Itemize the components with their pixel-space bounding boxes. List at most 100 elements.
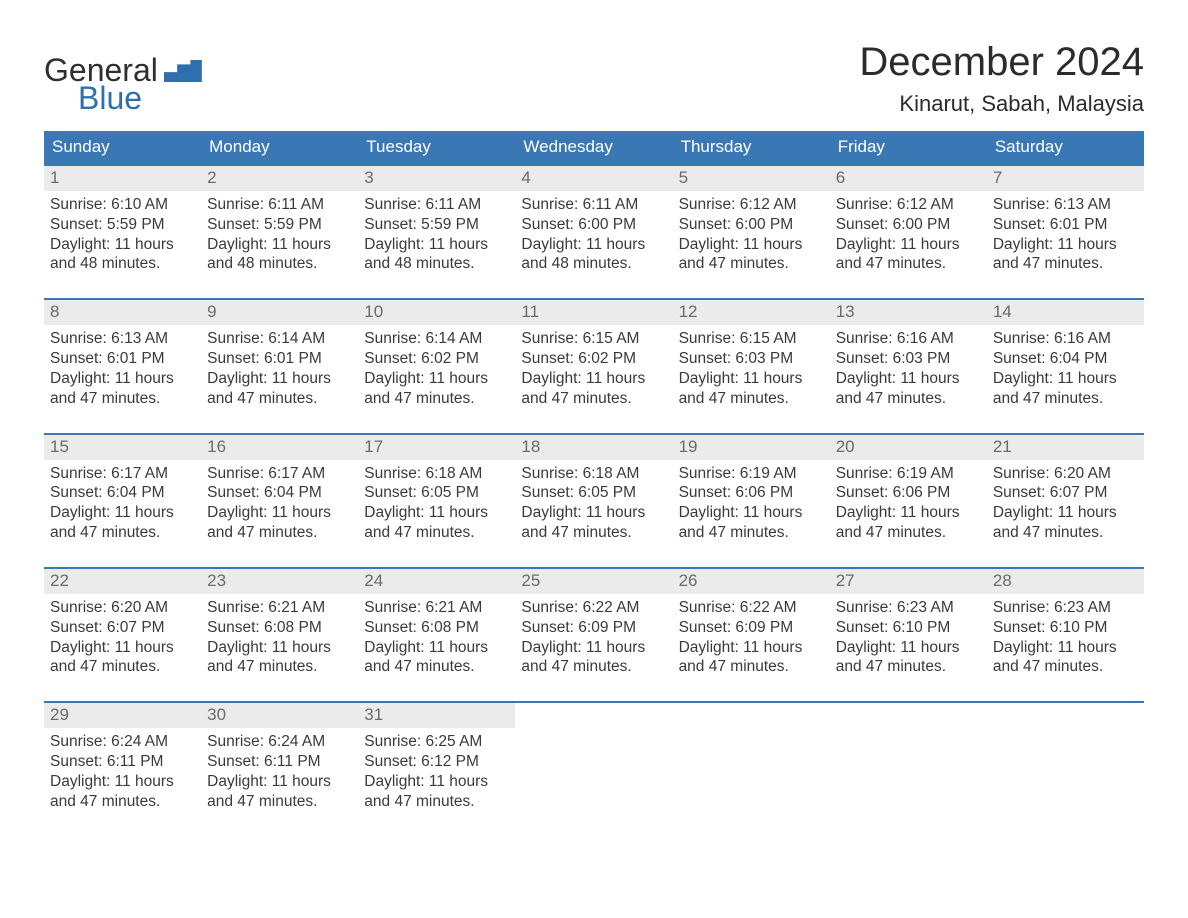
day-cell: 27Sunrise: 6:23 AMSunset: 6:10 PMDayligh… [830, 569, 987, 683]
daylight-text-line1: Daylight: 11 hours [50, 235, 195, 255]
daylight-text-line1: Daylight: 11 hours [679, 235, 824, 255]
day-number: 24 [358, 569, 515, 594]
sunset-text: Sunset: 6:02 PM [521, 349, 666, 369]
daylight-text-line2: and 47 minutes. [207, 389, 352, 409]
day-details: Sunrise: 6:19 AMSunset: 6:06 PMDaylight:… [830, 460, 987, 549]
sunrise-text: Sunrise: 6:17 AM [50, 464, 195, 484]
day-cell: 12Sunrise: 6:15 AMSunset: 6:03 PMDayligh… [673, 300, 830, 414]
day-cell: 25Sunrise: 6:22 AMSunset: 6:09 PMDayligh… [515, 569, 672, 683]
day-number: 16 [201, 435, 358, 460]
day-number: 30 [201, 703, 358, 728]
weekday-header: Wednesday [515, 131, 672, 164]
daylight-text-line2: and 47 minutes. [993, 254, 1138, 274]
sunset-text: Sunset: 6:10 PM [836, 618, 981, 638]
day-cell: 6Sunrise: 6:12 AMSunset: 6:00 PMDaylight… [830, 166, 987, 280]
sunset-text: Sunset: 6:03 PM [836, 349, 981, 369]
sunrise-text: Sunrise: 6:24 AM [50, 732, 195, 752]
daylight-text-line1: Daylight: 11 hours [993, 235, 1138, 255]
daylight-text-line2: and 47 minutes. [679, 523, 824, 543]
daylight-text-line2: and 47 minutes. [679, 657, 824, 677]
daylight-text-line1: Daylight: 11 hours [993, 503, 1138, 523]
day-number: 11 [515, 300, 672, 325]
daylight-text-line2: and 48 minutes. [50, 254, 195, 274]
empty-day-cell [673, 703, 830, 817]
sunset-text: Sunset: 6:00 PM [679, 215, 824, 235]
daylight-text-line2: and 47 minutes. [50, 389, 195, 409]
empty-day-cell [987, 703, 1144, 817]
sunset-text: Sunset: 5:59 PM [207, 215, 352, 235]
brand-blue-text: Blue [78, 82, 202, 114]
day-number: 1 [44, 166, 201, 191]
day-details: Sunrise: 6:16 AMSunset: 6:04 PMDaylight:… [987, 325, 1144, 414]
day-cell: 15Sunrise: 6:17 AMSunset: 6:04 PMDayligh… [44, 435, 201, 549]
daylight-text-line2: and 47 minutes. [836, 523, 981, 543]
empty-day-cell [515, 703, 672, 817]
daylight-text-line1: Daylight: 11 hours [993, 369, 1138, 389]
day-details: Sunrise: 6:17 AMSunset: 6:04 PMDaylight:… [201, 460, 358, 549]
sunset-text: Sunset: 6:07 PM [993, 483, 1138, 503]
day-cell: 21Sunrise: 6:20 AMSunset: 6:07 PMDayligh… [987, 435, 1144, 549]
day-number: 15 [44, 435, 201, 460]
day-cell: 18Sunrise: 6:18 AMSunset: 6:05 PMDayligh… [515, 435, 672, 549]
day-cell: 22Sunrise: 6:20 AMSunset: 6:07 PMDayligh… [44, 569, 201, 683]
daylight-text-line1: Daylight: 11 hours [836, 235, 981, 255]
sunrise-text: Sunrise: 6:13 AM [993, 195, 1138, 215]
sunrise-text: Sunrise: 6:15 AM [679, 329, 824, 349]
day-details: Sunrise: 6:18 AMSunset: 6:05 PMDaylight:… [515, 460, 672, 549]
day-number: 5 [673, 166, 830, 191]
day-details: Sunrise: 6:11 AMSunset: 5:59 PMDaylight:… [201, 191, 358, 280]
weekday-header: Saturday [987, 131, 1144, 164]
day-details: Sunrise: 6:19 AMSunset: 6:06 PMDaylight:… [673, 460, 830, 549]
day-number: 2 [201, 166, 358, 191]
day-cell: 23Sunrise: 6:21 AMSunset: 6:08 PMDayligh… [201, 569, 358, 683]
flag-icon [164, 60, 202, 82]
daylight-text-line2: and 47 minutes. [679, 254, 824, 274]
day-cell: 4Sunrise: 6:11 AMSunset: 6:00 PMDaylight… [515, 166, 672, 280]
sunset-text: Sunset: 6:04 PM [207, 483, 352, 503]
daylight-text-line1: Daylight: 11 hours [679, 503, 824, 523]
sunrise-text: Sunrise: 6:20 AM [50, 598, 195, 618]
sunrise-text: Sunrise: 6:11 AM [521, 195, 666, 215]
daylight-text-line1: Daylight: 11 hours [364, 235, 509, 255]
week-row: 1Sunrise: 6:10 AMSunset: 5:59 PMDaylight… [44, 164, 1144, 280]
sunrise-text: Sunrise: 6:16 AM [993, 329, 1138, 349]
day-cell: 9Sunrise: 6:14 AMSunset: 6:01 PMDaylight… [201, 300, 358, 414]
day-number: 22 [44, 569, 201, 594]
day-details: Sunrise: 6:20 AMSunset: 6:07 PMDaylight:… [987, 460, 1144, 549]
day-cell: 2Sunrise: 6:11 AMSunset: 5:59 PMDaylight… [201, 166, 358, 280]
day-number: 21 [987, 435, 1144, 460]
sunrise-text: Sunrise: 6:16 AM [836, 329, 981, 349]
daylight-text-line2: and 47 minutes. [364, 657, 509, 677]
daylight-text-line2: and 47 minutes. [679, 389, 824, 409]
daylight-text-line2: and 47 minutes. [521, 657, 666, 677]
day-number: 10 [358, 300, 515, 325]
weekday-header: Sunday [44, 131, 201, 164]
daylight-text-line2: and 47 minutes. [50, 657, 195, 677]
week-row: 22Sunrise: 6:20 AMSunset: 6:07 PMDayligh… [44, 567, 1144, 683]
day-cell: 29Sunrise: 6:24 AMSunset: 6:11 PMDayligh… [44, 703, 201, 817]
day-cell: 7Sunrise: 6:13 AMSunset: 6:01 PMDaylight… [987, 166, 1144, 280]
day-number: 12 [673, 300, 830, 325]
day-details: Sunrise: 6:13 AMSunset: 6:01 PMDaylight:… [44, 325, 201, 414]
daylight-text-line1: Daylight: 11 hours [836, 638, 981, 658]
daylight-text-line2: and 47 minutes. [207, 792, 352, 812]
sunrise-text: Sunrise: 6:14 AM [207, 329, 352, 349]
sunrise-text: Sunrise: 6:18 AM [521, 464, 666, 484]
daylight-text-line1: Daylight: 11 hours [364, 503, 509, 523]
day-cell: 13Sunrise: 6:16 AMSunset: 6:03 PMDayligh… [830, 300, 987, 414]
sunrise-text: Sunrise: 6:20 AM [993, 464, 1138, 484]
day-cell: 26Sunrise: 6:22 AMSunset: 6:09 PMDayligh… [673, 569, 830, 683]
day-details: Sunrise: 6:16 AMSunset: 6:03 PMDaylight:… [830, 325, 987, 414]
day-details: Sunrise: 6:24 AMSunset: 6:11 PMDaylight:… [44, 728, 201, 817]
sunset-text: Sunset: 6:05 PM [521, 483, 666, 503]
weeks-container: 1Sunrise: 6:10 AMSunset: 5:59 PMDaylight… [44, 164, 1144, 818]
daylight-text-line1: Daylight: 11 hours [50, 638, 195, 658]
daylight-text-line2: and 47 minutes. [50, 792, 195, 812]
daylight-text-line1: Daylight: 11 hours [364, 369, 509, 389]
daylight-text-line1: Daylight: 11 hours [521, 503, 666, 523]
day-details: Sunrise: 6:22 AMSunset: 6:09 PMDaylight:… [673, 594, 830, 683]
sunrise-text: Sunrise: 6:15 AM [521, 329, 666, 349]
day-cell: 17Sunrise: 6:18 AMSunset: 6:05 PMDayligh… [358, 435, 515, 549]
sunset-text: Sunset: 6:01 PM [50, 349, 195, 369]
weekday-header: Thursday [673, 131, 830, 164]
